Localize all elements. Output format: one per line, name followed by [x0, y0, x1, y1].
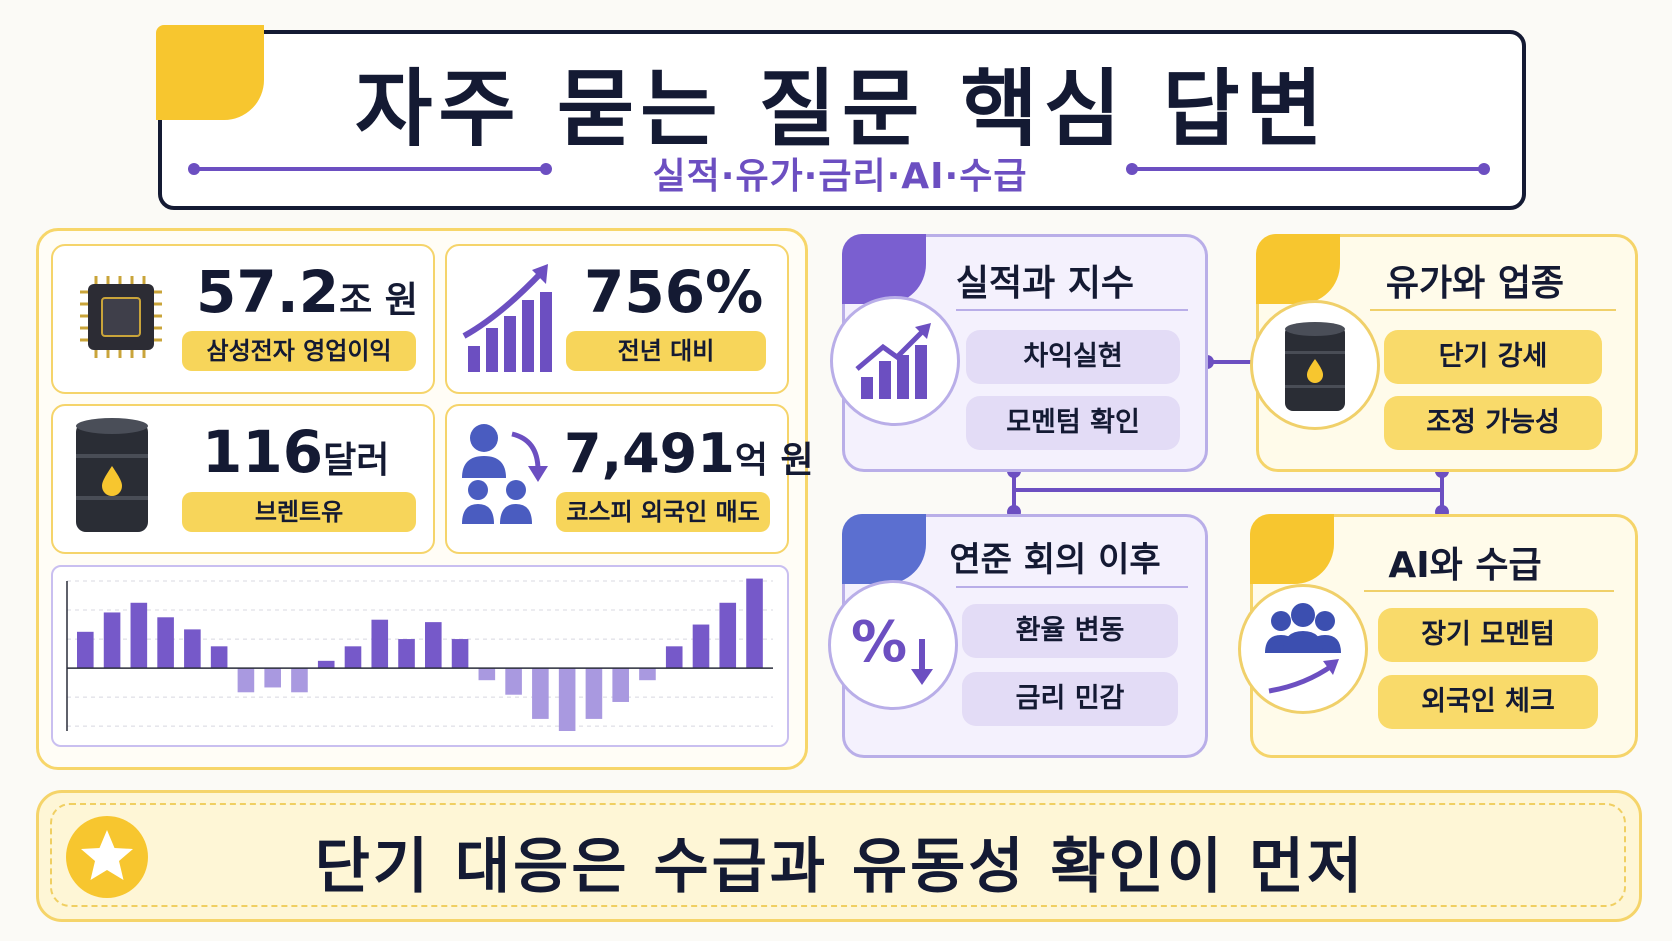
card-item-pill: 금리 민감 [962, 672, 1178, 726]
chart-bar [746, 578, 763, 669]
card-item-pill: 단기 강세 [1384, 330, 1602, 384]
stat-value-operating-profit: 57.2조 원 [196, 258, 418, 326]
card-corner-accent [842, 234, 926, 304]
stat-value-yoy: 756% [584, 258, 763, 326]
stat-number: 116 [202, 418, 324, 486]
card-icon-circle [1238, 584, 1368, 714]
chart-bar [130, 602, 148, 669]
chart-bar [692, 624, 710, 669]
chart-bar [184, 629, 201, 669]
chart-bar [344, 646, 362, 669]
investors-outflow-icon [458, 420, 554, 530]
chart-bar [371, 619, 389, 669]
chart-bar [639, 668, 656, 681]
percent-down-icon: % [851, 610, 933, 685]
card-corner-accent [842, 514, 926, 584]
subtitle-dot-right [1478, 163, 1490, 175]
card-icon-circle [1250, 300, 1380, 430]
stat-unit: 조 원 [339, 280, 418, 321]
chart-bar [612, 668, 629, 702]
stat-value-brent: 116달러 [202, 418, 389, 486]
card-item-pill: 외국인 체크 [1378, 675, 1598, 729]
bar-chart-frame [51, 565, 789, 747]
card-item-pill: 차익실현 [966, 330, 1180, 384]
chart-bar [264, 668, 281, 688]
people-growth-icon [1265, 603, 1341, 694]
summary-banner-dashed-border [50, 803, 1626, 907]
chip-icon [66, 262, 176, 372]
card-icon-circle [830, 296, 960, 426]
subtitle-dot-left-inner [540, 163, 552, 175]
chart-bar [558, 668, 576, 731]
page-subtitle: 실적·유가·금리·AI·수급 [652, 156, 1028, 197]
chart-bar [505, 668, 522, 695]
stat-label-pill: 코스피 외국인 매도 [556, 492, 770, 532]
star-icon [66, 816, 148, 898]
connector-left-vertical [1012, 470, 1016, 514]
card-corner-accent [1256, 234, 1340, 304]
connector-top [1206, 360, 1268, 364]
oil-barrel-icon [1285, 322, 1345, 411]
card-title: 연준 회의 이후 [949, 540, 1161, 580]
chart-bar [237, 668, 255, 693]
oil-barrel-icon [72, 416, 152, 538]
subtitle-rule-right [1132, 167, 1484, 171]
chart-bar [532, 668, 549, 719]
card-item-pill: 환율 변동 [962, 604, 1178, 658]
chart-bar [585, 668, 603, 719]
growth-chart-icon [855, 323, 931, 399]
page-title: 자주 묻는 질문 핵심 답변 [355, 60, 1329, 158]
growth-chart-icon [460, 258, 560, 378]
connector-horizontal [1012, 488, 1444, 492]
chart-bar [398, 639, 415, 669]
connector-right-vertical [1440, 470, 1444, 514]
card-icon-circle: % [828, 580, 958, 710]
card-title: 실적과 지수 [955, 263, 1135, 304]
chart-bar [478, 668, 496, 681]
card-title-rule [956, 309, 1188, 311]
card-item-pill: 장기 모멘텀 [1378, 608, 1598, 662]
chart-bar [157, 617, 174, 669]
card-corner-accent [1250, 514, 1334, 584]
card-title: 유가와 업종 [1385, 263, 1565, 304]
card-item-pill: 조정 가능성 [1384, 396, 1602, 450]
card-title: AI와 수급 [1388, 545, 1542, 586]
stat-value-foreign-selling: 7,491억 원 [564, 422, 814, 485]
summary-banner-text: 단기 대응은 수급과 유동성 확인이 먼저 [314, 832, 1366, 902]
subtitle-rule-left [194, 167, 546, 171]
bar-chart [66, 578, 773, 731]
stat-unit: 달러 [323, 440, 390, 481]
chart-bar [317, 660, 335, 669]
header-frame [158, 30, 1526, 210]
card-title-rule [956, 586, 1188, 588]
stat-label-pill: 전년 대비 [566, 331, 766, 371]
chart-bar [291, 668, 308, 693]
stat-number: 7,491 [564, 422, 735, 485]
chart-bar [451, 639, 469, 669]
chart-bar [665, 646, 683, 669]
stat-unit: 억 원 [734, 440, 814, 481]
chart-bar [425, 622, 442, 669]
stat-number: 57.2 [196, 258, 340, 326]
header-accent-shape [156, 25, 264, 120]
svg-text:%: % [851, 610, 907, 675]
stat-label-pill: 삼성전자 영업이익 [182, 331, 416, 371]
card-title-rule [1370, 309, 1616, 311]
card-item-pill: 모멘텀 확인 [966, 396, 1180, 450]
chart-bar [719, 602, 737, 669]
chart-bar [210, 646, 228, 669]
card-title-rule [1364, 590, 1614, 592]
stat-number: 756% [584, 258, 764, 326]
chart-bar [77, 631, 94, 669]
summary-banner [36, 790, 1642, 922]
stat-label-pill: 브렌트유 [182, 492, 416, 532]
chart-bar [103, 612, 121, 669]
